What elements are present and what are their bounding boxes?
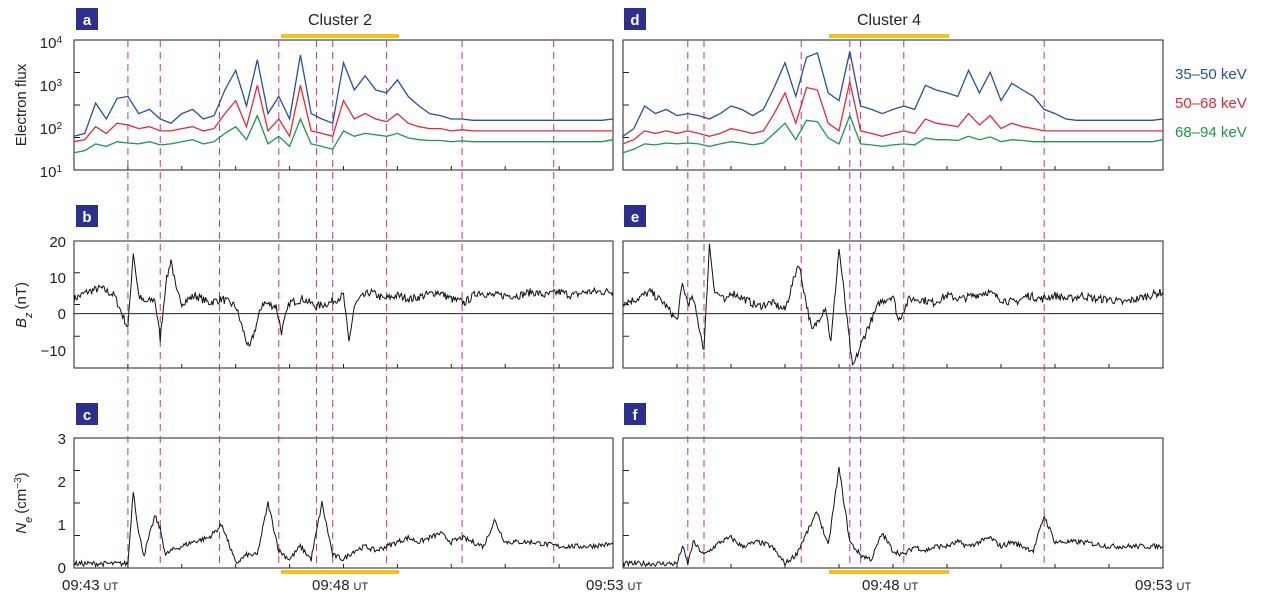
legend-35-50: 35–50 keV <box>1175 66 1247 83</box>
ytick-b-0: 0 <box>58 306 66 323</box>
xtick-left-mid: 09:48 UT <box>312 577 368 594</box>
series-d-0 <box>622 51 1164 137</box>
y-tick-labels: 104 103 102 101 20 10 0 −10 3 2 1 0 <box>40 35 66 578</box>
panel-tag-f-text: f <box>633 407 639 424</box>
cluster2-time-bar-top <box>281 34 399 38</box>
cluster2-time-bar-bottom <box>281 570 399 574</box>
panel-tag-b-text: b <box>82 209 91 226</box>
panel-tag-d-text: d <box>630 12 639 29</box>
ytick-c-2: 2 <box>58 474 66 491</box>
panel-b-frame <box>73 240 614 369</box>
panel-a-frame <box>73 39 614 171</box>
cluster4-title: Cluster 4 <box>857 12 921 29</box>
legend-50-68: 50–68 keV <box>1175 95 1247 112</box>
series-d-1 <box>622 81 1163 145</box>
trace-b <box>73 253 614 347</box>
panel-tag-d <box>624 8 646 30</box>
panel-tag-c <box>76 403 98 425</box>
xtick-right-mid: 09:48 UT <box>862 577 918 594</box>
xtick-left-start: 09:43 UT <box>62 577 118 594</box>
top-annotations: Cluster 2 Cluster 4 <box>281 12 949 38</box>
cluster4-time-bar-top <box>829 34 949 38</box>
panel-tag-e <box>624 205 646 227</box>
x-axis-labels: 09:43 UT 09:48 UT 09:53 UT 09:48 UT 09:53 UT <box>62 577 1191 594</box>
axis-ticks <box>74 72 1110 568</box>
panel-tag-f <box>624 403 646 425</box>
series-a-1 <box>73 85 613 143</box>
panel-tag-b <box>76 205 98 227</box>
trace-e <box>622 243 1164 366</box>
ytick-b-neg10: −10 <box>41 343 66 360</box>
ytick-c-3: 3 <box>58 431 66 448</box>
ytick-b-10: 10 <box>49 270 66 287</box>
panel-tag-e-text: e <box>631 209 639 226</box>
series-d-2 <box>622 113 1164 154</box>
panel-tags: a b c d e f <box>76 8 646 425</box>
panel-frames <box>73 39 1164 569</box>
legend: 35–50 keV 50–68 keV 68–94 keV <box>1175 66 1247 141</box>
data-traces <box>73 51 1164 568</box>
ytick-c-1: 1 <box>58 517 66 534</box>
ytick-b-20: 20 <box>49 234 66 251</box>
ytick-a-1e1: 101 <box>40 164 63 182</box>
ylabel-ne: Ne(cm−3) <box>13 472 36 533</box>
ytick-a-1e2: 102 <box>40 121 63 139</box>
panel-c-frame <box>73 437 614 569</box>
y-axis-labels: Electron flux Bz(nT) Ne(cm−3) <box>13 63 36 533</box>
xtick-right-end: 09:53 UT <box>1135 577 1191 594</box>
xtick-left-end: 09:53 UT <box>586 577 642 594</box>
trace-f <box>622 466 1164 568</box>
legend-68-94: 68–94 keV <box>1175 124 1247 141</box>
panel-tag-c-text: c <box>83 407 91 424</box>
ytick-c-0: 0 <box>58 560 66 577</box>
ytick-a-1e3: 103 <box>40 78 63 96</box>
series-a-0 <box>73 54 614 137</box>
cluster2-title: Cluster 2 <box>308 12 372 29</box>
ylabel-electron-flux: Electron flux <box>13 63 30 146</box>
cluster4-time-bar-bottom <box>829 570 949 574</box>
trace-c <box>73 492 614 568</box>
series-a-2 <box>73 113 614 154</box>
panel-tag-a <box>76 8 98 30</box>
ylabel-bz: Bz(nT) <box>13 282 35 328</box>
panel-tag-a-text: a <box>83 12 92 29</box>
ytick-a-1e4: 104 <box>40 35 63 53</box>
